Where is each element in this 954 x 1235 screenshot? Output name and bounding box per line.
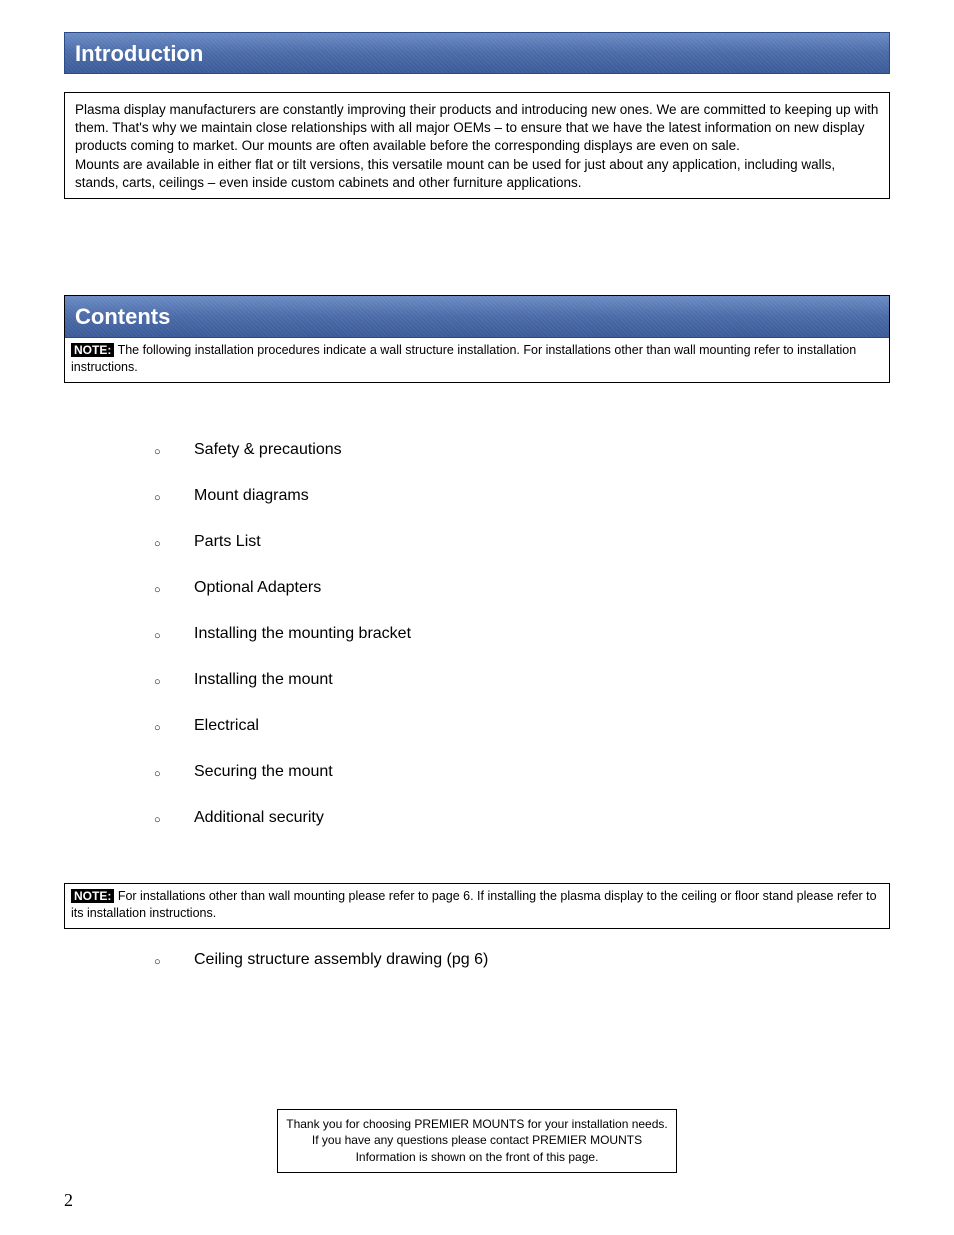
contents-note-text: The following installation procedures in… <box>71 343 856 374</box>
toc-item-label: Safety & precautions <box>194 441 342 458</box>
note-box-2: NOTE: For installations other than wall … <box>64 883 890 929</box>
ceiling-item: Ceiling structure assembly drawing (pg 6… <box>154 951 890 969</box>
toc-item-label: Installing the mounting bracket <box>194 625 411 642</box>
toc-item: Installing the mounting bracket <box>154 625 890 643</box>
toc-item: Additional security <box>154 809 890 827</box>
toc-item-label: Securing the mount <box>194 763 333 780</box>
introduction-title: Introduction <box>75 41 203 66</box>
toc-item: Installing the mount <box>154 671 890 689</box>
contents-header: Contents <box>65 296 889 338</box>
thank-you-line-2: If you have any questions please contact… <box>286 1132 668 1149</box>
toc-item: Optional Adapters <box>154 579 890 597</box>
introduction-paragraph-2: Mounts are available in either flat or t… <box>75 156 879 192</box>
toc-item-label: Mount diagrams <box>194 487 309 504</box>
table-of-contents: Safety & precautions Mount diagrams Part… <box>64 441 890 827</box>
ceiling-list: Ceiling structure assembly drawing (pg 6… <box>64 951 890 969</box>
toc-item-label: Electrical <box>194 717 259 734</box>
introduction-box: Plasma display manufacturers are constan… <box>64 92 890 199</box>
note-label-2: NOTE: <box>71 889 114 903</box>
thank-you-line-1: Thank you for choosing PREMIER MOUNTS fo… <box>286 1116 668 1133</box>
page-number: 2 <box>64 1190 73 1211</box>
introduction-paragraph-1: Plasma display manufacturers are constan… <box>75 101 879 156</box>
note-text-2: For installations other than wall mounti… <box>71 889 877 920</box>
ceiling-item-label: Ceiling structure assembly drawing (pg 6… <box>194 951 488 968</box>
toc-item-label: Optional Adapters <box>194 579 321 596</box>
toc-item: Safety & precautions <box>154 441 890 459</box>
contents-title: Contents <box>75 304 170 329</box>
toc-item: Electrical <box>154 717 890 735</box>
thank-you-line-3: Information is shown on the front of thi… <box>286 1149 668 1166</box>
thank-you-box: Thank you for choosing PREMIER MOUNTS fo… <box>277 1109 677 1173</box>
contents-header-wrap: Contents NOTE: The following installatio… <box>64 295 890 383</box>
contents-note-row: NOTE: The following installation procedu… <box>65 338 889 382</box>
contents-section: Contents NOTE: The following installatio… <box>64 295 890 827</box>
document-page: Introduction Plasma display manufacturer… <box>0 0 954 1235</box>
toc-item-label: Additional security <box>194 809 324 826</box>
toc-item: Parts List <box>154 533 890 551</box>
toc-item: Securing the mount <box>154 763 890 781</box>
note-label: NOTE: <box>71 343 114 357</box>
introduction-header: Introduction <box>64 32 890 74</box>
toc-item-label: Installing the mount <box>194 671 333 688</box>
toc-item: Mount diagrams <box>154 487 890 505</box>
toc-item-label: Parts List <box>194 533 261 550</box>
